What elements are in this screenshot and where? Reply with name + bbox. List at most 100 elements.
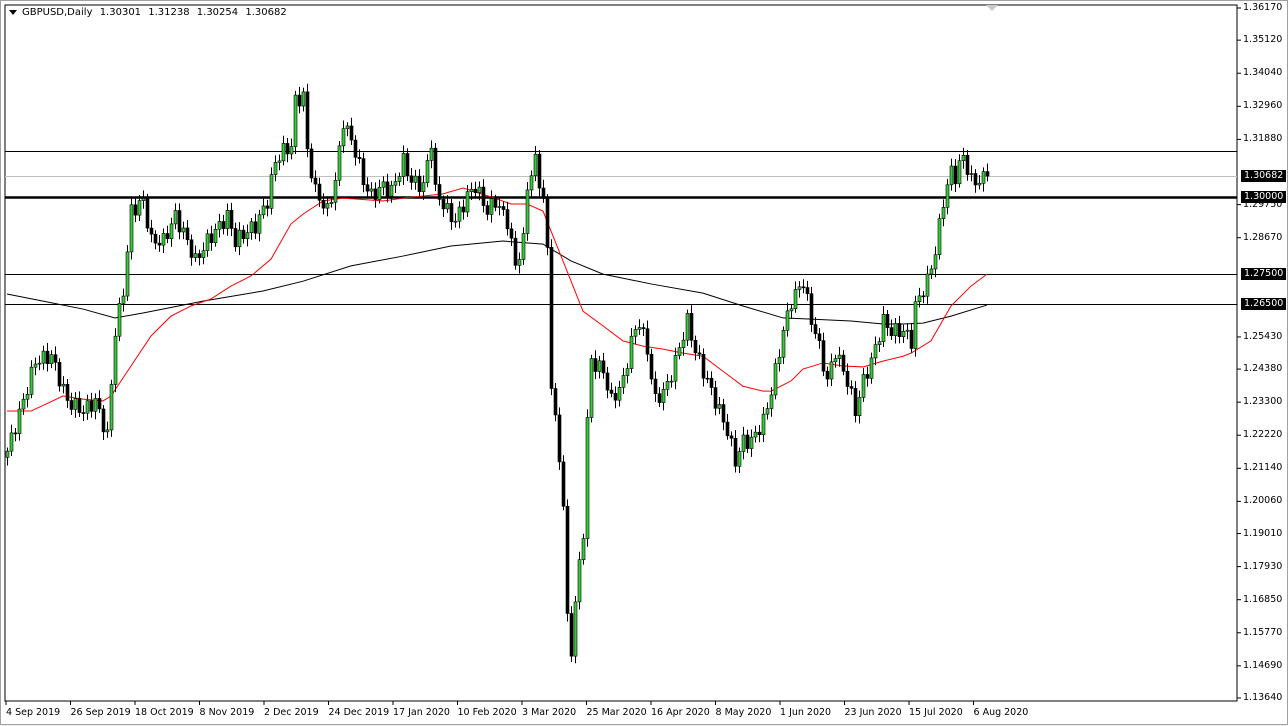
candle-body xyxy=(585,417,590,539)
candle-body xyxy=(901,330,906,338)
candle-body xyxy=(917,295,922,302)
candle-body xyxy=(721,404,726,423)
candle-body xyxy=(765,408,770,415)
symbol-timeframe: GBPUSD,Daily xyxy=(22,7,93,18)
close-value: 1.30682 xyxy=(245,7,287,18)
candle-body xyxy=(621,375,626,388)
time-tick-label: 6 Aug 2020 xyxy=(973,707,1029,718)
time-tick-label: 18 Oct 2019 xyxy=(135,707,194,718)
candle-body xyxy=(977,183,982,186)
price-tick-label: 1.13640 xyxy=(1243,692,1283,703)
price-tick-label: 1.32960 xyxy=(1243,100,1283,112)
candle-body xyxy=(229,209,234,229)
candle-body xyxy=(653,378,658,394)
candle-body xyxy=(613,393,618,401)
candle-body xyxy=(329,201,334,204)
candle-body xyxy=(417,175,422,192)
time-tick-label: 8 Nov 2019 xyxy=(199,707,255,718)
candle-body xyxy=(173,210,178,225)
candle-body xyxy=(737,451,742,467)
candle-body xyxy=(485,205,490,215)
candle-body xyxy=(617,387,622,401)
candle-body xyxy=(597,360,602,372)
candle-body xyxy=(865,374,870,379)
candle-body xyxy=(853,388,858,416)
candle-body xyxy=(69,400,74,410)
candle-body xyxy=(141,198,146,201)
candle-body xyxy=(221,221,226,229)
candle-body xyxy=(281,143,286,162)
candle-body xyxy=(561,461,566,507)
candle-body xyxy=(285,143,290,155)
candle-body xyxy=(557,414,562,463)
candle-body xyxy=(437,184,442,200)
candle-body xyxy=(985,171,990,177)
candle-body xyxy=(149,227,154,235)
candle-body xyxy=(541,187,546,199)
candle-body xyxy=(973,173,978,186)
candle-body xyxy=(633,329,638,337)
candle-body xyxy=(813,324,818,335)
price-tick-label: 1.21140 xyxy=(1243,462,1283,474)
time-tick-label: 23 Jun 2020 xyxy=(844,707,902,718)
dropdown-triangle-icon[interactable] xyxy=(9,9,17,15)
candle-body xyxy=(321,199,326,209)
candle-body xyxy=(421,182,426,192)
candle-body xyxy=(193,253,198,258)
candle-body xyxy=(665,381,670,390)
candle-body xyxy=(125,251,130,297)
candle-body xyxy=(37,362,42,365)
candle-body xyxy=(649,353,654,380)
candle-body xyxy=(553,388,558,416)
candle-body xyxy=(393,181,398,186)
level-price-tag: 1.30000 xyxy=(1241,190,1287,203)
candle-body xyxy=(349,125,354,141)
candle-body xyxy=(57,362,62,387)
candle-body xyxy=(181,227,186,233)
price-tick-label: 1.24380 xyxy=(1243,363,1283,375)
candle-body xyxy=(93,398,98,412)
candle-body xyxy=(165,233,170,239)
candle-body xyxy=(709,377,714,388)
candle-body xyxy=(341,128,346,147)
candle-body xyxy=(513,237,518,266)
price-tick-label: 1.35120 xyxy=(1243,34,1283,46)
candle-body xyxy=(249,221,254,234)
candle-body xyxy=(409,175,414,183)
candle-body xyxy=(797,286,802,290)
candle-body xyxy=(881,314,886,342)
candle-body xyxy=(337,145,342,181)
candle-body xyxy=(325,203,330,209)
candle-body xyxy=(429,147,434,161)
candle-body xyxy=(277,160,282,163)
candle-body xyxy=(77,398,82,413)
candle-body xyxy=(9,432,14,452)
candle-body xyxy=(745,434,750,449)
candle-body xyxy=(385,181,390,197)
candle-body xyxy=(33,363,38,368)
candle-body xyxy=(697,352,702,355)
candle-body xyxy=(801,286,806,289)
chart-header: GBPUSD,Daily 1.30301 1.31238 1.30254 1.3… xyxy=(9,7,291,18)
candle-body xyxy=(133,204,138,216)
price-tick-label: 1.15770 xyxy=(1243,626,1283,638)
candle-body xyxy=(733,437,738,467)
candle-body xyxy=(941,207,946,219)
candle-body xyxy=(869,357,874,379)
candle-body xyxy=(457,206,462,222)
candle-body xyxy=(817,333,822,341)
candle-body xyxy=(861,374,866,398)
candle-body xyxy=(701,353,706,379)
candle-body xyxy=(981,171,986,184)
plot-area xyxy=(4,4,1238,702)
candle-body xyxy=(725,421,730,437)
candle-body xyxy=(361,158,366,185)
candle-body xyxy=(905,329,910,332)
price-tick-label: 1.17930 xyxy=(1243,560,1283,572)
candle-body xyxy=(53,354,58,363)
chart-shift-marker-icon[interactable] xyxy=(986,5,998,11)
candle-body xyxy=(933,254,938,270)
candle-body xyxy=(629,335,634,369)
